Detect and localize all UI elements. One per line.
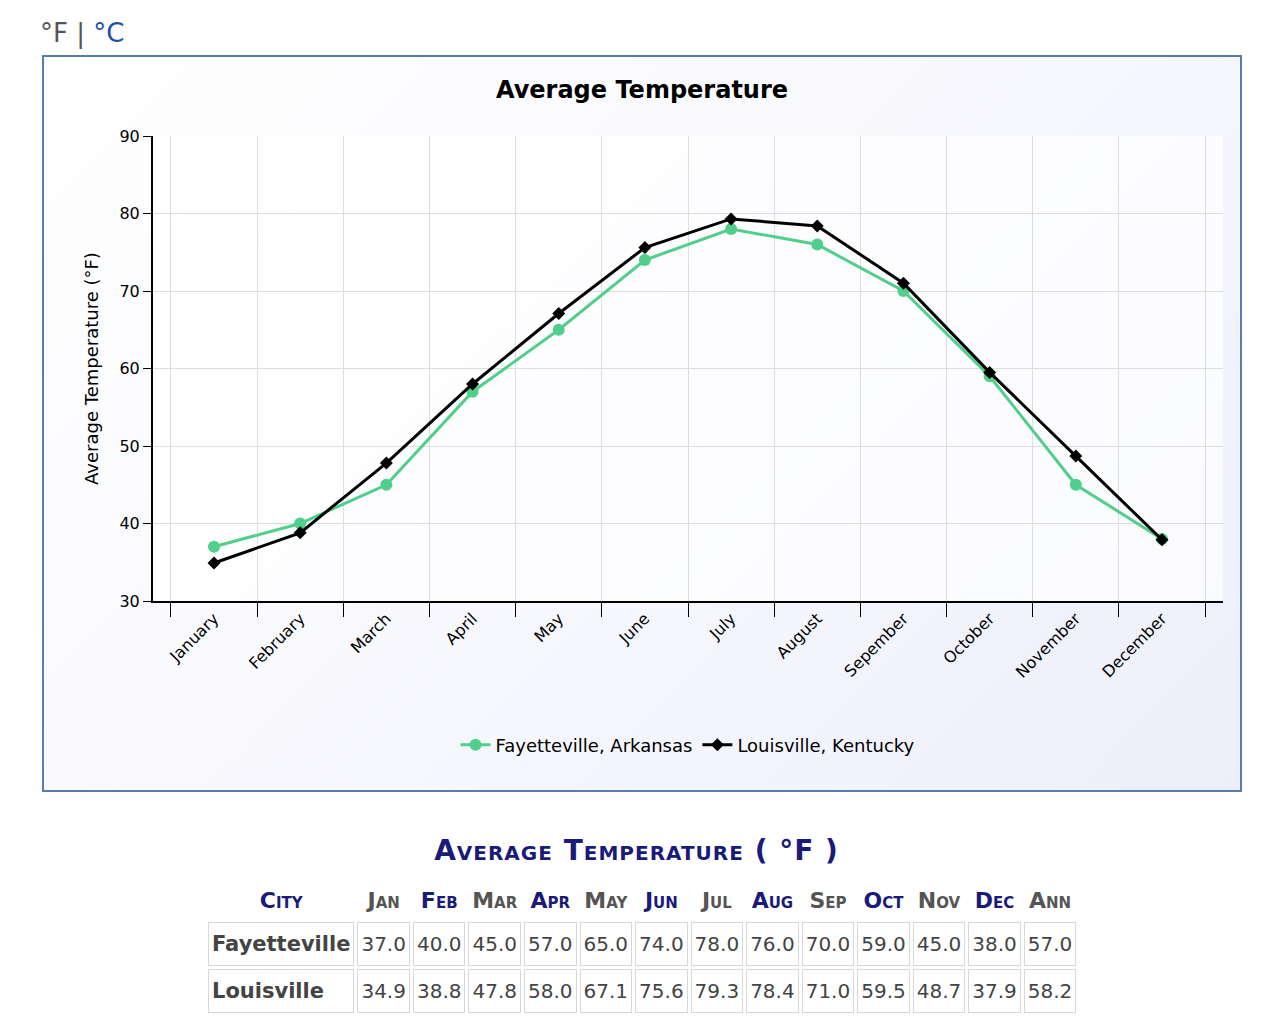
html-text:Louisville: Louisville (212, 979, 324, 1003)
html-text:78.4: 78.4 (750, 979, 795, 1003)
html-text:78.0: 78.0 (694, 932, 740, 956)
html-text:38.8: 38.8 (417, 979, 462, 1003)
html-text:59.0: 59.0 (861, 932, 906, 956)
html-text:°F | °C: °F | °C (40, 18, 125, 48)
html-text:59.5: 59.5 (861, 979, 906, 1003)
html-text:Oct: Oct (863, 887, 904, 913)
html-text:Mar: Mar (472, 887, 518, 913)
svg-text:October: October (939, 609, 998, 668)
html-text:Nov: Nov (917, 887, 961, 913)
svg-text:February: February (245, 609, 309, 673)
html-text:45.0: 45.0 (916, 932, 962, 956)
html-text:34.9: 34.9 (361, 979, 406, 1003)
svg-text:December: December (1098, 609, 1170, 681)
html-text:79.3: 79.3 (694, 979, 740, 1003)
html-text:37.0: 37.0 (361, 932, 406, 956)
svg-text:70: 70 (119, 282, 139, 301)
html-text:71.0: 71.0 (805, 979, 851, 1003)
svg-text:80: 80 (119, 204, 139, 223)
svg-text:January: January (165, 609, 222, 666)
svg-text:30: 30 (119, 592, 139, 611)
svg-text:Sepember: Sepember (840, 609, 912, 681)
html-text:Sep: Sep (809, 887, 847, 913)
svg-text:60: 60 (119, 359, 139, 378)
html-text:74.0: 74.0 (639, 932, 684, 956)
svg-text:July: July (705, 609, 739, 643)
svg-text:March: March (347, 609, 395, 657)
html-text:Ann: Ann (1029, 887, 1072, 913)
html-text:City: City (259, 887, 303, 913)
html-text:70.0: 70.0 (805, 932, 851, 956)
svg-text:August: August (773, 609, 826, 662)
html-text:Jan: Jan (367, 887, 400, 913)
svg-text:40: 40 (119, 514, 139, 533)
html-text:Feb: Feb (420, 887, 458, 913)
html-text:Jul: Jul (701, 887, 732, 913)
html-text:48.7: 48.7 (916, 979, 962, 1003)
html-text:45.0: 45.0 (472, 932, 517, 956)
svg-text:Average Temperature: Average Temperature (496, 76, 788, 104)
html-text:47.8: 47.8 (472, 979, 517, 1003)
svg-text:June: June (615, 609, 654, 648)
svg-text:November: November (1012, 609, 1085, 682)
html-text:65.0: 65.0 (583, 932, 629, 956)
svg-text:50: 50 (119, 437, 139, 456)
html-text:40.0: 40.0 (417, 932, 462, 956)
html-text:Dec: Dec (974, 887, 1015, 913)
svg-text:April: April (442, 609, 481, 648)
html-text:58.0: 58.0 (528, 979, 573, 1003)
svg-text:May: May (530, 609, 567, 646)
svg-text:Average Temperature (°F): Average Temperature (°F) (81, 252, 102, 485)
html-text:Jun: Jun (644, 887, 678, 913)
html-text:37.9: 37.9 (972, 979, 1017, 1003)
svg-text:90: 90 (119, 127, 139, 146)
html-text:67.1: 67.1 (583, 979, 629, 1003)
html-text:57.0: 57.0 (1027, 932, 1073, 956)
html-text:May: May (584, 887, 628, 913)
html-text:58.2: 58.2 (1027, 979, 1073, 1003)
html-text:75.6: 75.6 (639, 979, 684, 1003)
svg-text:Fayetteville, Arkansas: Fayetteville, Arkansas (496, 735, 693, 756)
html-text:Apr: Apr (530, 887, 571, 913)
html-text:Aug: Aug (751, 887, 794, 913)
html-text:Fayetteville: Fayetteville (212, 932, 351, 956)
svg-text:Louisville, Kentucky: Louisville, Kentucky (737, 735, 914, 756)
html-text:Average Temperature ( °F ): Average Temperature ( °F ) (434, 834, 839, 867)
html-text:57.0: 57.0 (528, 932, 573, 956)
html-text:76.0: 76.0 (750, 932, 795, 956)
html-text:38.0: 38.0 (972, 932, 1017, 956)
